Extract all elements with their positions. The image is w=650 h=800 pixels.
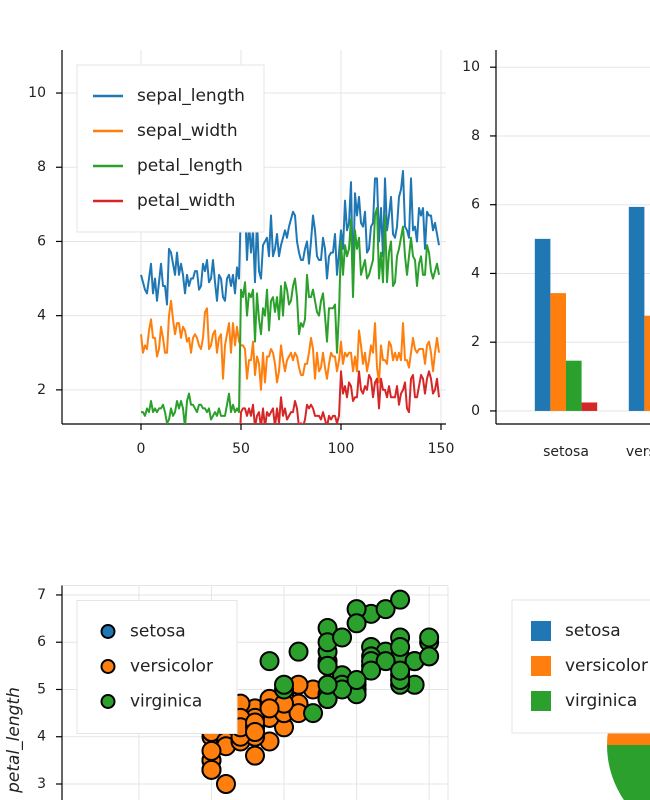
scatter-point	[303, 703, 324, 724]
y-tick-label: 4	[471, 265, 480, 281]
bar	[644, 315, 650, 411]
line-series	[141, 207, 440, 424]
chart-scatter: 3 4 5 6 7 petal_length setosa versicolor virgini…	[4, 585, 449, 800]
y-tick-label: 4	[37, 729, 46, 745]
legend-swatch	[531, 656, 551, 676]
scatter-point	[259, 651, 280, 672]
scatter-point	[288, 641, 309, 662]
y-tick-label: 6	[37, 233, 46, 249]
scatter-point	[274, 674, 295, 695]
bar	[550, 293, 566, 411]
scatter-point	[346, 670, 367, 691]
scatter-point	[245, 722, 265, 743]
legend-swatch	[531, 621, 551, 641]
scatter-point	[201, 740, 222, 761]
y-tick-label: 8	[471, 128, 480, 144]
scatter-point	[346, 613, 367, 634]
x-tick-label: setosa	[543, 444, 589, 460]
y-tick-label: 10	[462, 59, 480, 75]
scatter-point	[245, 745, 265, 766]
legend-label: versicolor	[130, 657, 213, 677]
scatter-point	[390, 589, 411, 610]
chart-pie: setosa versicolor virginica	[511, 599, 650, 800]
scatter-point	[361, 660, 382, 681]
scatter-point	[201, 759, 222, 780]
x-tick-label: 50	[232, 441, 250, 457]
y-tick-label: 3	[37, 776, 46, 792]
scatter-point	[375, 651, 396, 672]
legend-swatch	[100, 624, 116, 639]
legend-swatch	[100, 659, 116, 674]
x-tick-label: 100	[328, 441, 355, 457]
scatter-point	[259, 698, 280, 719]
y-tick-label: 5	[37, 681, 46, 697]
legend-swatch	[100, 694, 116, 709]
scatter-point	[375, 599, 396, 620]
line-series	[140, 299, 440, 391]
legend-label: petal_length	[137, 156, 243, 176]
y-tick-label: 2	[471, 334, 480, 350]
y-tick-label: 2	[37, 382, 46, 398]
chart-bar: 0 2 4 6 8 10 setosa versicolor	[462, 50, 650, 460]
y-axis-label: petal_length	[4, 687, 24, 794]
scatter-point	[317, 655, 338, 676]
legend-label: petal_width	[137, 191, 235, 211]
scatter-point	[419, 646, 440, 667]
legend-label: virginica	[130, 692, 202, 712]
y-tick-label: 10	[28, 85, 46, 101]
bar	[566, 360, 582, 411]
legend-label: setosa	[130, 622, 186, 642]
line-series	[239, 370, 440, 424]
y-tick-label: 8	[37, 159, 46, 175]
pie-wedge	[607, 745, 650, 800]
line-series	[140, 169, 440, 306]
y-tick-label: 4	[37, 308, 46, 324]
y-tick-label: 6	[37, 634, 46, 650]
bar	[628, 206, 645, 411]
bar	[534, 238, 551, 411]
plot-area	[201, 589, 440, 794]
bar	[581, 402, 598, 411]
scatter-point	[390, 636, 411, 657]
legend-box	[76, 64, 265, 233]
y-tick-label: 0	[471, 403, 480, 419]
legend-swatch	[531, 691, 551, 711]
legend-label: setosa	[565, 621, 621, 641]
scatter-point	[332, 627, 353, 648]
y-tick-label: 7	[37, 587, 46, 603]
plot-area	[534, 206, 650, 411]
legend-label: sepal_length	[137, 86, 245, 106]
scatter-point	[419, 627, 440, 648]
x-tick-label: 150	[428, 441, 455, 457]
legend-label: sepal_width	[137, 121, 238, 141]
y-tick-label: 6	[471, 197, 480, 213]
legend-label: versicolor	[565, 656, 648, 676]
scatter-point	[390, 660, 411, 681]
scatter-point	[317, 674, 338, 695]
x-tick-label: 0	[137, 441, 146, 457]
legend-label: virginica	[565, 691, 637, 711]
scatter-point	[215, 773, 236, 794]
x-tick-label: versicolor	[626, 444, 650, 460]
plot-area	[140, 169, 440, 424]
